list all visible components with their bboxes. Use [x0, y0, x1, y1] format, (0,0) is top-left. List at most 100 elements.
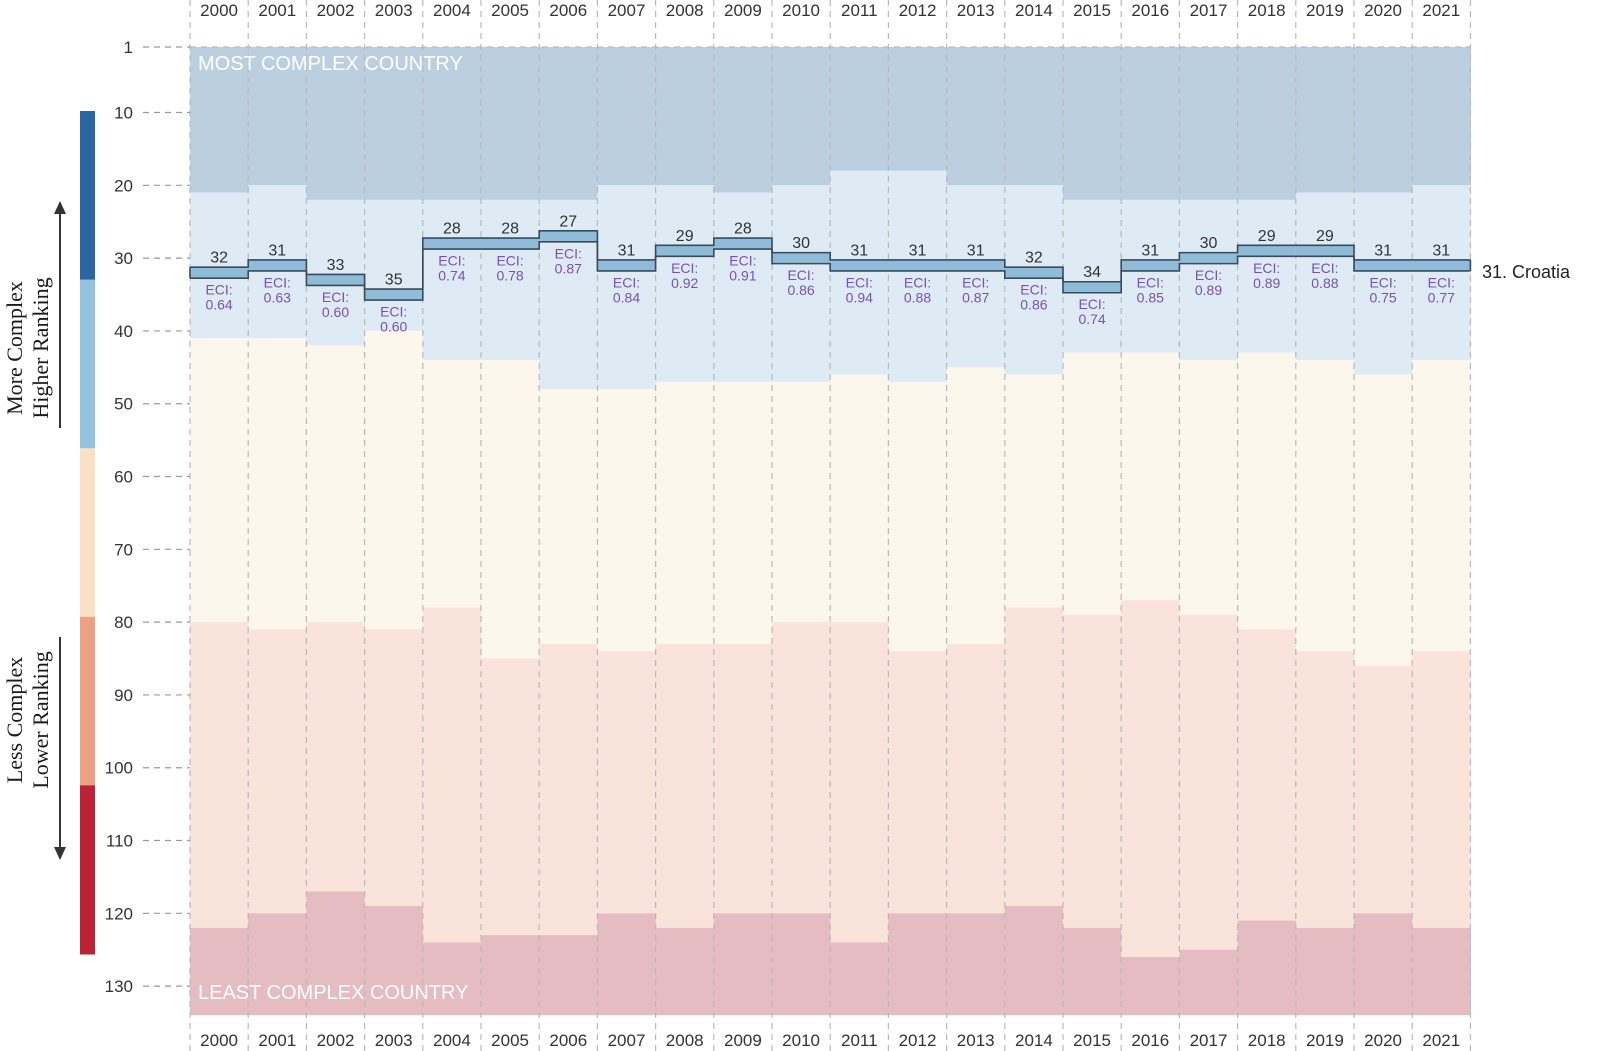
x-tick-top-2008: 2008 [666, 1, 704, 20]
x-tick-bottom-2019: 2019 [1306, 1031, 1344, 1050]
band-1-2011 [830, 47, 889, 171]
y-tick-label-20: 20 [114, 176, 133, 195]
band-2-2021 [1412, 185, 1471, 361]
rank-mark-2014 [1004, 267, 1063, 279]
x-tick-bottom-2018: 2018 [1248, 1031, 1286, 1050]
rank-mark-2017 [1179, 252, 1238, 264]
x-tick-bottom-2002: 2002 [317, 1031, 355, 1050]
band-4-2013 [946, 643, 1006, 914]
band-1-2008 [655, 47, 715, 186]
x-tick-bottom-2016: 2016 [1131, 1031, 1169, 1050]
x-tick-bottom-2006: 2006 [549, 1031, 587, 1050]
rank-label-2001: 31 [268, 242, 286, 259]
band-2-2013 [946, 185, 1006, 368]
x-tick-bottom-2013: 2013 [957, 1031, 995, 1050]
band-1-2020 [1354, 47, 1413, 193]
colorbar-segment-1 [80, 111, 95, 281]
band-5-2007 [597, 913, 657, 1016]
x-tick-bottom-2010: 2010 [782, 1031, 820, 1050]
eci-value-2008: 0.92 [671, 275, 698, 291]
colorbar [80, 111, 95, 955]
band-1-2004 [422, 47, 482, 200]
eci-prefix-2021: ECI: [1428, 274, 1455, 290]
eci-value-2009: 0.91 [729, 268, 756, 284]
x-tick-bottom-2000: 2000 [200, 1031, 238, 1050]
x-tick-top-2021: 2021 [1422, 1, 1460, 20]
band-3-2009 [713, 381, 773, 644]
lower-arrow-head [54, 847, 66, 860]
grid-lines [189, 0, 1472, 1051]
x-tick-top-2002: 2002 [317, 1, 355, 20]
eci-value-2018: 0.89 [1253, 275, 1280, 291]
band-3-2016 [1121, 352, 1180, 601]
rank-label-2017: 30 [1200, 235, 1218, 252]
band-1-2013 [946, 47, 1006, 186]
x-tick-top-2020: 2020 [1364, 1, 1402, 20]
x-axis-top: 2000 2001 2002 2003 2004 2005 2006 2007 2008 2009… [200, 1, 1460, 20]
eci-value-2015: 0.74 [1078, 311, 1105, 327]
eci-prefix-2011: ECI: [846, 274, 873, 290]
band-2-2012 [888, 170, 948, 382]
eci-prefix-2016: ECI: [1137, 274, 1164, 290]
x-tick-bottom-2009: 2009 [724, 1031, 762, 1050]
band-5-2011 [830, 942, 889, 1016]
band-3-2018 [1237, 352, 1297, 630]
rank-label-2000: 32 [210, 250, 228, 267]
rank-mark-2004 [422, 238, 481, 250]
x-tick-top-2015: 2015 [1073, 1, 1111, 20]
band-1-2010 [772, 47, 831, 186]
band-1-2003 [364, 47, 424, 200]
band-4-2001 [248, 629, 307, 914]
y-tick-label-50: 50 [114, 395, 133, 414]
y-tick-label-1: 1 [124, 38, 133, 57]
band-label-bottom: LEAST COMPLEX COUNTRY [198, 982, 468, 1004]
band-2-2005 [481, 199, 540, 361]
x-tick-top-2010: 2010 [782, 1, 820, 20]
band-2-2008 [655, 185, 715, 382]
eci-prefix-2015: ECI: [1078, 296, 1105, 312]
band-4-2019 [1295, 651, 1355, 928]
band-3-2002 [306, 345, 366, 623]
eci-value-2006: 0.87 [555, 260, 582, 276]
rank-mark-2021 [1412, 259, 1471, 271]
band-3-2010 [772, 381, 831, 623]
x-tick-top-2012: 2012 [899, 1, 937, 20]
band-3-2019 [1295, 360, 1355, 652]
band-3-2008 [655, 381, 715, 644]
eci-value-2002: 0.60 [322, 304, 349, 320]
x-tick-bottom-2017: 2017 [1190, 1031, 1228, 1050]
eci-prefix-2003: ECI: [380, 304, 407, 320]
x-tick-top-2011: 2011 [841, 1, 878, 20]
eci-prefix-2001: ECI: [264, 274, 291, 290]
rank-mark-2001 [248, 259, 307, 271]
eci-prefix-2020: ECI: [1369, 274, 1396, 290]
colorbar-segment-3 [80, 448, 95, 618]
band-5-2020 [1354, 913, 1413, 1016]
band-5-2003 [364, 906, 424, 1016]
x-tick-bottom-2021: 2021 [1422, 1031, 1460, 1050]
band-5-2019 [1295, 927, 1355, 1016]
band-2-2018 [1237, 199, 1297, 353]
eci-value-2017: 0.89 [1195, 282, 1222, 298]
band-1-2001 [248, 47, 307, 186]
band-2-2016 [1121, 199, 1180, 353]
eci-prefix-2012: ECI: [904, 274, 931, 290]
band-5-2012 [888, 913, 948, 1016]
band-5-2015 [1063, 927, 1122, 1016]
band-3-2003 [364, 330, 424, 630]
eci-value-2014: 0.86 [1020, 297, 1047, 313]
band-5-2009 [713, 913, 773, 1016]
band-5-2013 [946, 913, 1006, 1016]
y-tick-label-30: 30 [114, 249, 133, 268]
y-tick-label-120: 120 [105, 904, 133, 923]
band-2-2002 [306, 199, 366, 346]
x-tick-bottom-2020: 2020 [1364, 1031, 1402, 1050]
eci-value-2021: 0.77 [1428, 289, 1455, 305]
band-3-2012 [888, 381, 948, 652]
band-4-2018 [1237, 629, 1297, 921]
band-5-2018 [1237, 920, 1297, 1016]
band-4-2002 [306, 622, 366, 892]
band-5-2008 [655, 927, 715, 1016]
country-label: 31. Croatia [1482, 262, 1571, 282]
eci-prefix-2018: ECI: [1253, 260, 1280, 276]
